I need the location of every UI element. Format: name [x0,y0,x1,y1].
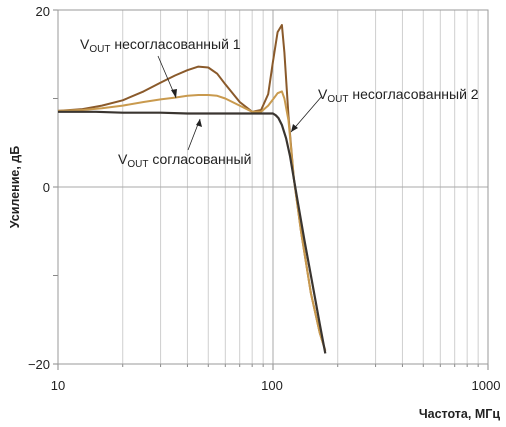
annotation-unmatched-1: VOUT несогласованный 1 [80,36,241,55]
annotation-pointers [157,55,323,151]
pointer-arrowhead-matched [196,119,202,127]
grid [53,9,489,370]
x-tick-label: 1000 [472,378,501,393]
pointer-unmatched-2 [290,95,323,133]
annotation-matched: VOUT согласованный [118,151,251,170]
x-axis-title: Частота, МГц [419,407,500,421]
x-tick-label: 100 [261,378,283,393]
y-tick-label: 20 [36,4,50,19]
y-tick-label: −20 [28,357,50,372]
pointer-arrowhead-unmatched-1 [171,89,177,98]
x-tick-label: 10 [51,378,65,393]
series-line-1 [57,24,327,351]
y-axis-title: Усиление, дБ [8,146,22,228]
plot-frame [57,9,489,365]
y-tick-labels: 20 0 −20 [28,4,50,372]
x-tick-labels: 10 100 1000 [51,378,501,393]
series-lines [57,24,327,354]
series-line-2 [57,90,327,351]
pointer-arrowhead-unmatched-2 [291,124,298,132]
y-tick-label: 0 [43,180,50,195]
annotation-unmatched-2: VOUT несогласованный 2 [318,86,479,105]
series-line-3 [58,110,327,354]
